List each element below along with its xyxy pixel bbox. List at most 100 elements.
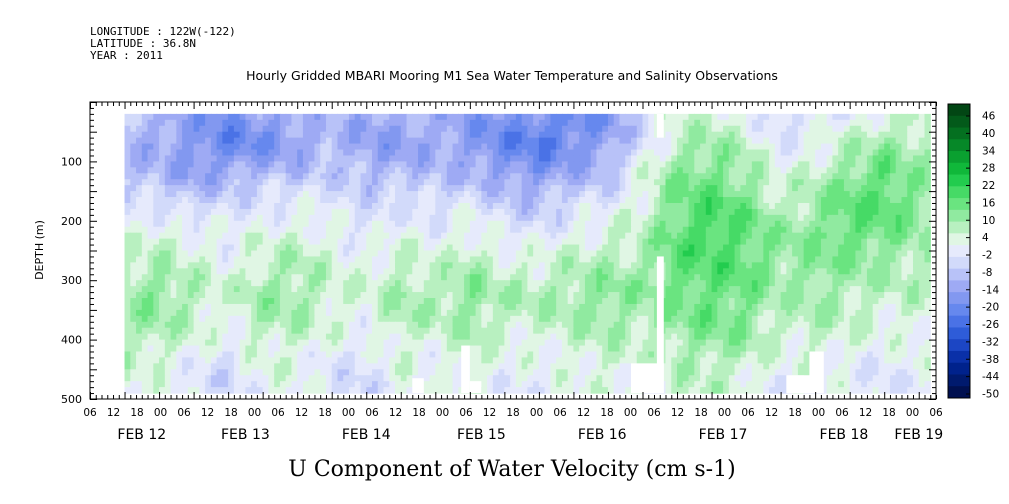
heatmap-cell <box>487 214 494 222</box>
heatmap-cell <box>492 143 500 151</box>
heatmap-cell <box>671 155 678 162</box>
heatmap-cell <box>469 125 477 133</box>
heatmap-cell <box>228 179 235 186</box>
heatmap-cell <box>774 214 782 222</box>
heatmap-cell <box>130 191 137 198</box>
heatmap-cell <box>337 244 344 252</box>
heatmap-cell <box>723 298 730 305</box>
heatmap-cell <box>665 238 672 246</box>
heatmap-cell <box>843 315 851 323</box>
heatmap-cell <box>176 208 183 216</box>
heatmap-cell <box>164 262 172 269</box>
heatmap-cell <box>550 137 557 145</box>
heatmap-cell <box>360 292 367 299</box>
heatmap-cell <box>700 119 707 127</box>
heatmap-cell <box>337 143 344 151</box>
heatmap-cell <box>636 197 644 204</box>
heatmap-cell <box>325 262 333 269</box>
heatmap-cell <box>285 197 293 204</box>
heatmap-cell <box>492 250 500 258</box>
heatmap-cell <box>544 167 552 174</box>
heatmap-cell <box>682 298 690 305</box>
heatmap-cell <box>538 286 546 293</box>
heatmap-cell <box>636 125 644 133</box>
heatmap-cell <box>412 173 419 180</box>
heatmap-cell <box>170 238 177 246</box>
heatmap-cell <box>383 173 390 180</box>
heatmap-cell <box>734 119 741 127</box>
heatmap-cell <box>452 274 459 281</box>
heatmap-cell <box>757 131 764 139</box>
heatmap-cell <box>648 244 655 252</box>
heatmap-cell <box>815 208 822 216</box>
heatmap-cell <box>636 214 644 222</box>
heatmap-cell <box>619 298 626 305</box>
heatmap-cell <box>176 274 183 281</box>
heatmap-cell <box>630 167 638 174</box>
heatmap-cell <box>659 220 667 228</box>
heatmap-cell <box>746 244 753 252</box>
heatmap-cell <box>527 309 534 317</box>
heatmap-cell <box>918 286 926 293</box>
heatmap-cell <box>728 113 736 121</box>
heatmap-cell <box>279 185 287 192</box>
heatmap-cell <box>613 268 621 275</box>
heatmap-cell <box>809 167 816 174</box>
heatmap-cell <box>832 197 839 204</box>
heatmap-cell <box>815 262 822 269</box>
heatmap-cell <box>475 298 482 305</box>
heatmap-cell <box>579 309 586 317</box>
heatmap-cell <box>855 238 862 246</box>
heatmap-cell <box>648 214 655 222</box>
heatmap-cell <box>210 244 218 252</box>
heatmap-cell <box>607 155 615 162</box>
heatmap-cell <box>746 262 753 269</box>
heatmap-cell <box>901 179 908 186</box>
heatmap-cell <box>245 262 252 269</box>
heatmap-cell <box>826 238 834 246</box>
heatmap-cell <box>803 131 810 139</box>
heatmap-cell <box>561 113 569 121</box>
heatmap-cell <box>723 185 730 192</box>
heatmap-cell <box>481 179 488 186</box>
heatmap-cell <box>820 226 828 234</box>
heatmap-cell <box>124 262 131 269</box>
heatmap-cell <box>602 232 609 240</box>
heatmap-cell <box>469 286 477 293</box>
heatmap-cell <box>912 113 920 121</box>
heatmap-cell <box>579 173 586 180</box>
heatmap-cell <box>786 244 793 252</box>
heatmap-cell <box>907 280 914 287</box>
heatmap-cell <box>590 309 598 317</box>
heatmap-cell <box>682 173 690 180</box>
heatmap-cell <box>763 208 770 216</box>
heatmap-cell <box>630 220 638 228</box>
heatmap-cell <box>464 250 471 258</box>
heatmap-cell <box>677 280 684 287</box>
heatmap-cell <box>786 280 793 287</box>
heatmap-cell <box>809 244 816 252</box>
heatmap-cell <box>395 321 402 329</box>
heatmap-cell <box>895 244 903 252</box>
heatmap-cell <box>159 220 166 228</box>
heatmap-cell <box>717 208 724 216</box>
heatmap-cell <box>556 321 563 329</box>
heatmap-cell <box>412 155 419 162</box>
heatmap-cell <box>515 250 523 258</box>
heatmap-cell <box>302 173 310 180</box>
heatmap-cell <box>607 202 615 210</box>
heatmap-cell <box>746 125 753 133</box>
heatmap-cell <box>515 119 523 127</box>
heatmap-cell <box>630 321 638 329</box>
heatmap-cell <box>843 137 851 145</box>
heatmap-cell <box>320 274 327 281</box>
heatmap-cell <box>130 161 137 168</box>
heatmap-cell <box>504 137 511 145</box>
heatmap-cell <box>343 250 350 258</box>
heatmap-cell <box>596 125 603 133</box>
heatmap-cell <box>239 303 246 311</box>
heatmap-cell <box>262 292 270 299</box>
heatmap-cell <box>389 238 396 246</box>
heatmap-cell <box>878 309 885 317</box>
heatmap-cell <box>331 286 339 293</box>
